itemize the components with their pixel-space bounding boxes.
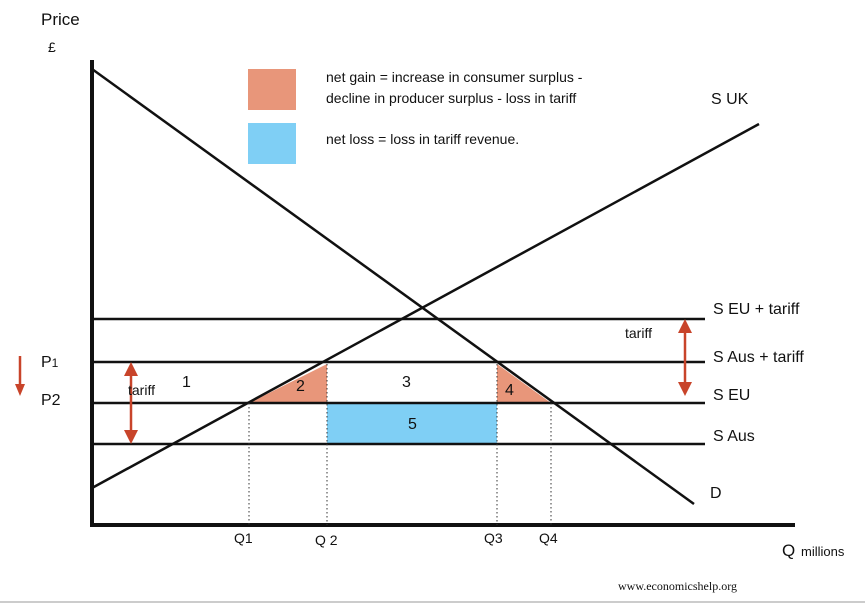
s-aus-label: S Aus [713, 428, 755, 445]
legend-loss-swatch [248, 123, 296, 164]
source-credit: www.economicshelp.org [618, 579, 737, 593]
x-axis-title: Q [782, 541, 795, 560]
area-4-triangle [497, 364, 551, 403]
x-axis-unit: millions [801, 544, 845, 559]
legend-loss-text: net loss = loss in tariff revenue. [326, 131, 519, 147]
area-2-label: 2 [296, 378, 305, 395]
q2-label: Q 2 [315, 532, 338, 548]
area-3-label: 3 [402, 374, 411, 391]
tariff-label-left: tariff [128, 382, 155, 398]
tariff-label-right: tariff [625, 325, 652, 341]
area-4-label: 4 [505, 382, 514, 399]
y-axis-title: Price [41, 10, 80, 29]
left-tariff-arrow [124, 362, 138, 444]
legend-gain-text-2: decline in producer surplus - loss in ta… [326, 90, 576, 106]
demand-label: D [710, 485, 722, 502]
price-fall-arrow [15, 356, 25, 396]
q3-label: Q3 [484, 530, 503, 546]
s-uk-label: S UK [711, 91, 749, 108]
area-2-triangle [249, 364, 327, 403]
right-tariff-arrow [678, 319, 692, 396]
y-axis-unit: £ [48, 39, 56, 55]
supply-uk-line [91, 122, 760, 490]
s-eu-tariff-label: S EU + tariff [713, 301, 800, 318]
legend-gain-text-1: net gain = increase in consumer surplus … [326, 69, 583, 85]
area-5-label: 5 [408, 416, 417, 433]
demand-line [91, 67, 695, 506]
s-eu-label: S EU [713, 387, 750, 404]
p2-label: P2 [41, 392, 61, 409]
s-aus-tariff-label: S Aus + tariff [713, 349, 804, 366]
legend-gain-swatch [248, 69, 296, 110]
area-1-label: 1 [182, 374, 191, 391]
q4-label: Q4 [539, 530, 558, 546]
q1-label: Q1 [234, 530, 253, 546]
area-5-rectangle [327, 403, 497, 444]
p1-label: P1 [41, 354, 59, 371]
